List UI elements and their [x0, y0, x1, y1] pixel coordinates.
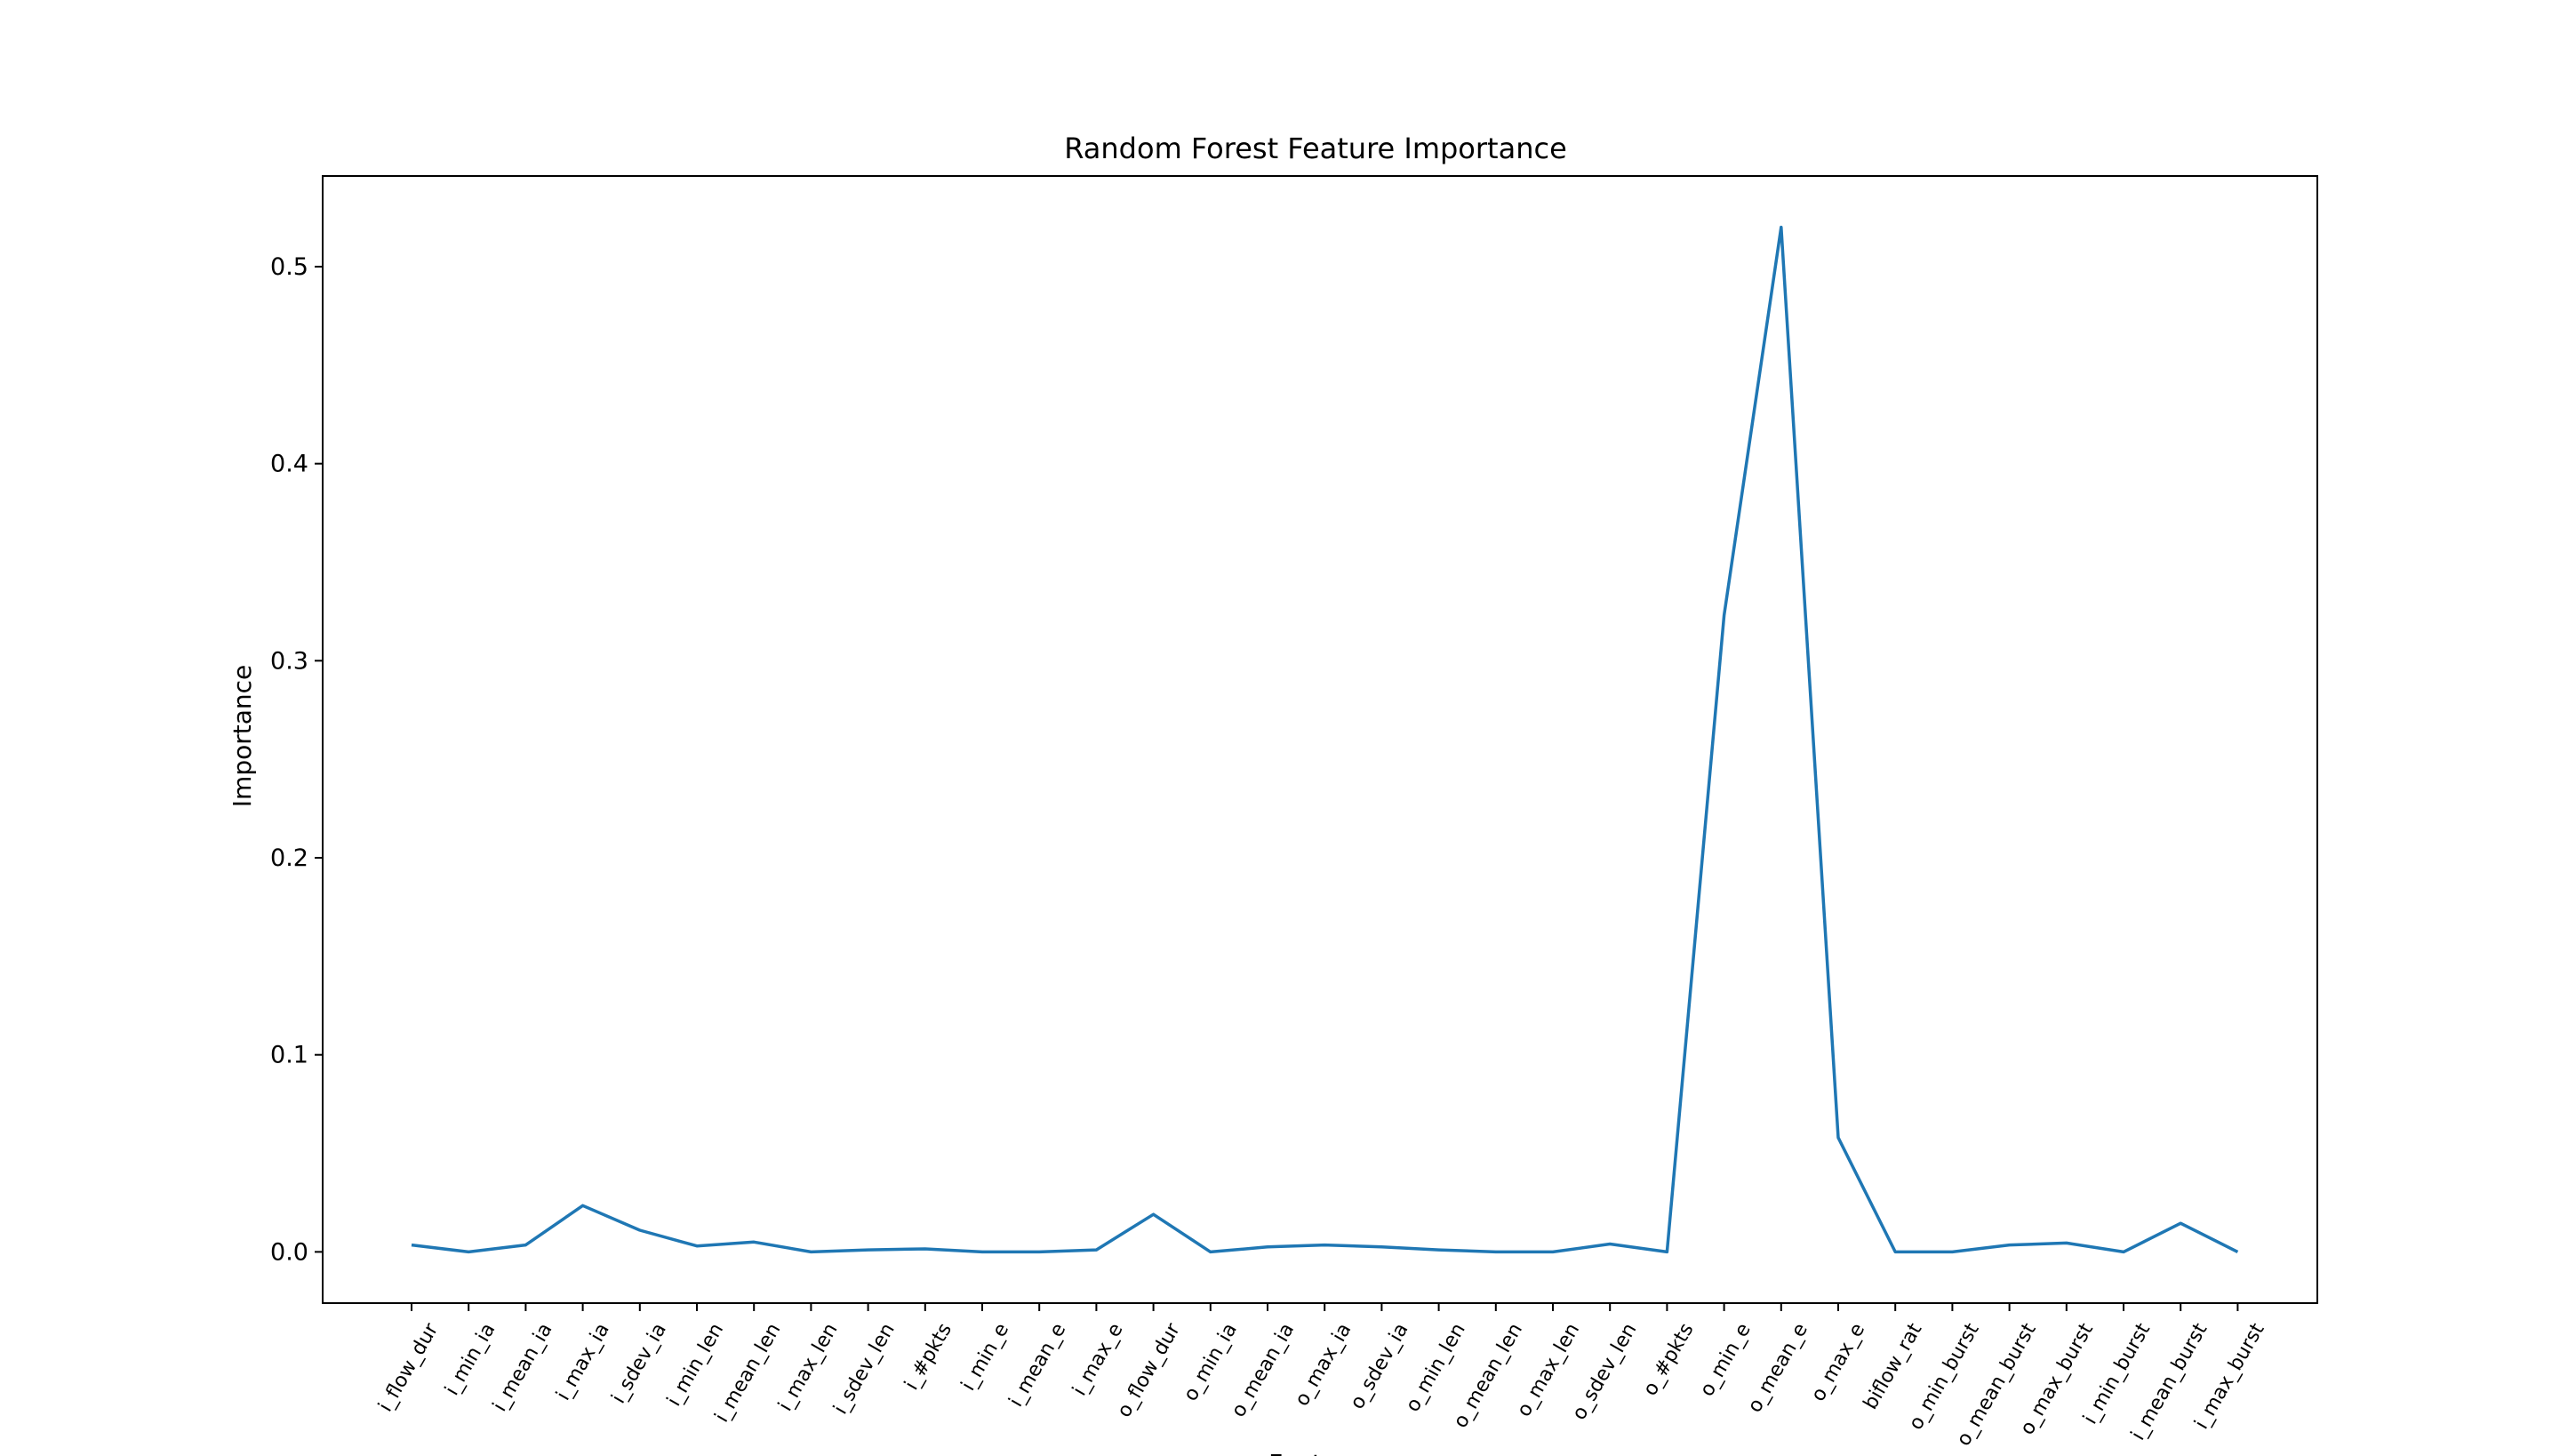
- y-tick-label: 0.2: [270, 844, 308, 872]
- x-axis-label: Feature: [1268, 1449, 1363, 1456]
- importance-series-line: [411, 225, 2239, 1254]
- y-tick-label: 0.0: [270, 1238, 308, 1266]
- y-tick-label: 0.3: [270, 647, 308, 675]
- y-axis-label: Importance: [228, 665, 257, 807]
- y-tick-label: 0.5: [270, 253, 308, 281]
- y-axis: 0.0 0.1 0.2 0.3 0.4 0.5: [270, 253, 323, 1266]
- chart-title: Random Forest Feature Importance: [1064, 132, 1567, 165]
- plot-frame: [322, 175, 2318, 1304]
- y-tick-label: 0.4: [270, 451, 308, 478]
- y-tick-label: 0.1: [270, 1042, 308, 1069]
